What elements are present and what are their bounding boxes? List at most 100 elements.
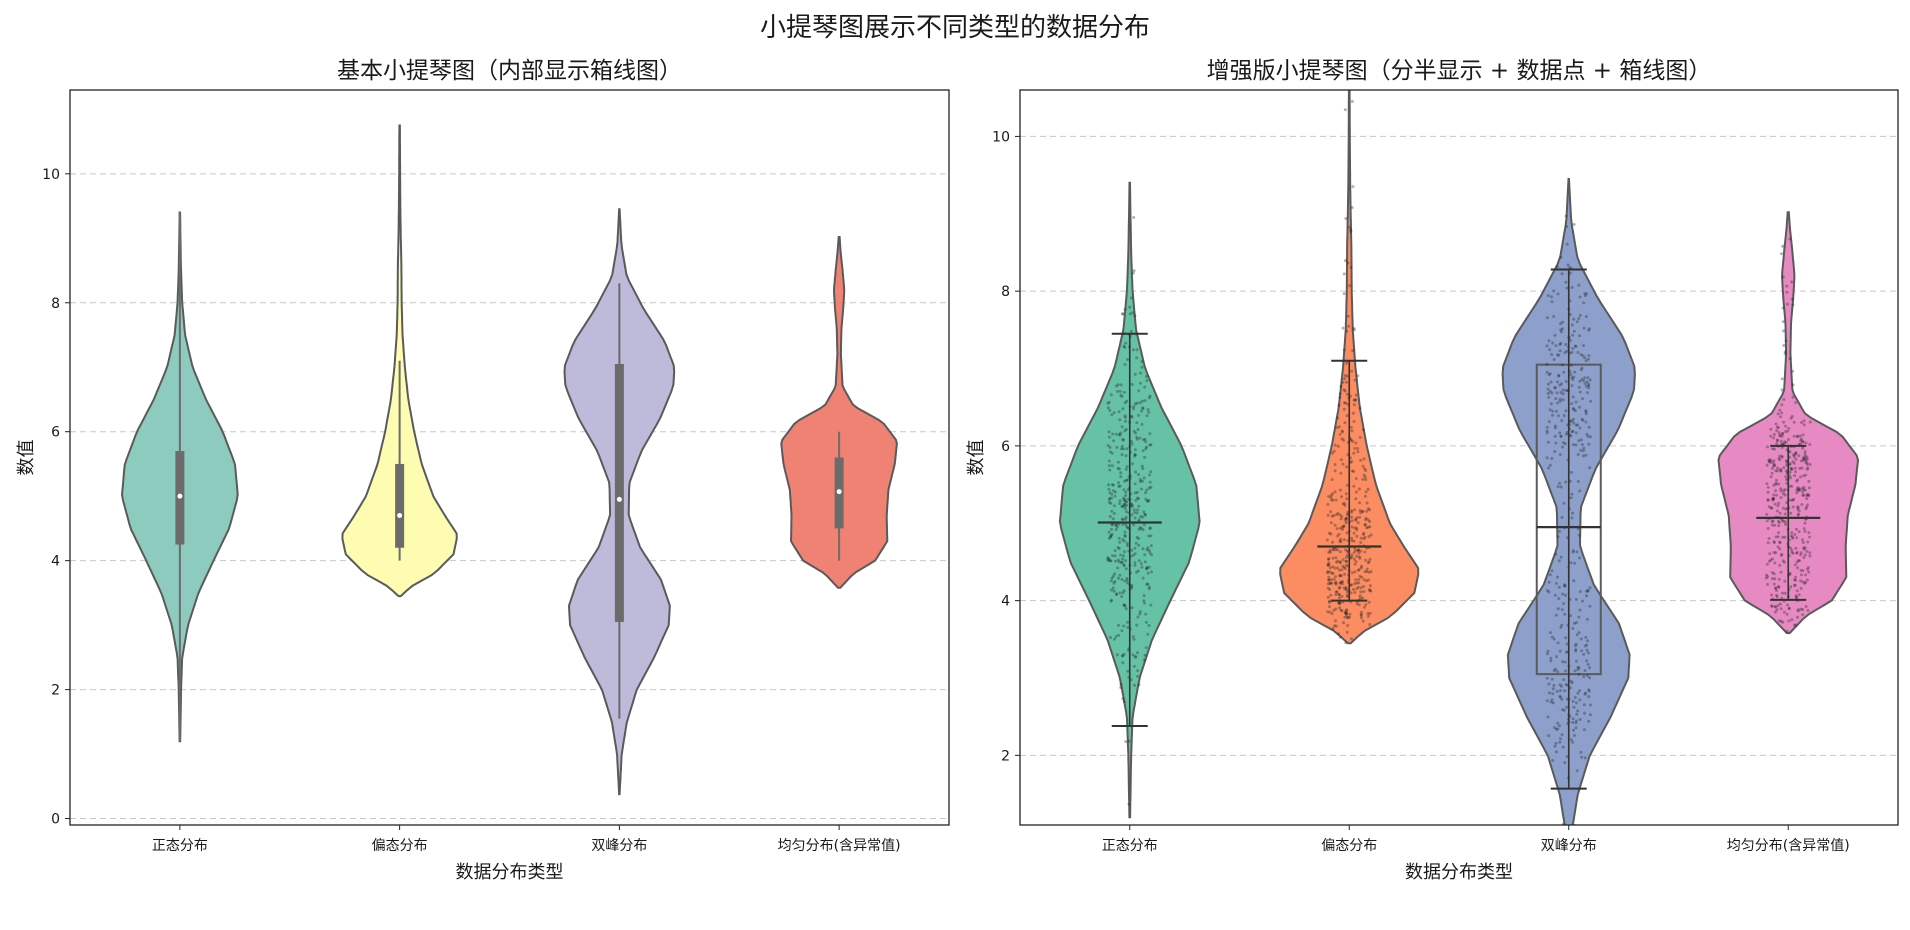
data-point xyxy=(1585,589,1588,593)
data-point xyxy=(1575,621,1578,624)
data-point xyxy=(1586,357,1590,361)
data-point xyxy=(1149,534,1153,538)
data-point xyxy=(1338,602,1342,605)
data-point xyxy=(1340,609,1344,613)
data-point xyxy=(1777,501,1781,505)
data-point xyxy=(1345,588,1349,592)
data-point xyxy=(1134,402,1137,406)
data-point xyxy=(1131,553,1135,557)
data-point xyxy=(1783,512,1787,516)
data-point xyxy=(1350,460,1354,463)
data-point xyxy=(1806,567,1809,571)
data-point xyxy=(1796,608,1800,612)
data-point xyxy=(1112,512,1116,515)
x-tick-label: 双峰分布 xyxy=(591,838,647,854)
data-point xyxy=(1343,108,1347,112)
data-point xyxy=(1118,433,1122,437)
data-point xyxy=(1352,451,1356,455)
data-point xyxy=(1553,726,1557,730)
data-point xyxy=(1772,459,1776,463)
data-point xyxy=(1334,582,1338,586)
data-point xyxy=(1124,500,1128,504)
data-point xyxy=(1122,344,1126,348)
data-point xyxy=(1784,440,1788,444)
data-point xyxy=(1123,401,1127,405)
data-point xyxy=(1348,284,1352,288)
data-point xyxy=(1557,373,1561,377)
data-point xyxy=(1778,454,1782,458)
data-point xyxy=(1362,473,1366,477)
data-point xyxy=(1338,561,1342,565)
data-point xyxy=(1353,570,1357,574)
data-point xyxy=(1801,494,1805,497)
data-point xyxy=(1776,535,1780,539)
data-point xyxy=(1144,620,1148,624)
data-point xyxy=(1795,550,1799,554)
data-point xyxy=(1798,434,1802,438)
data-point xyxy=(1773,577,1777,581)
data-point xyxy=(1785,302,1789,306)
data-point xyxy=(1110,527,1113,531)
data-point xyxy=(1576,709,1580,713)
data-point xyxy=(1362,578,1366,582)
data-point xyxy=(1359,536,1363,540)
data-point xyxy=(1124,478,1128,482)
data-point xyxy=(1353,526,1357,530)
data-point xyxy=(1108,450,1112,454)
data-point xyxy=(1804,581,1808,584)
data-point xyxy=(1587,382,1591,386)
data-point xyxy=(1545,456,1549,460)
data-point xyxy=(1133,683,1136,687)
data-point xyxy=(1777,482,1781,486)
data-point xyxy=(1124,494,1128,498)
data-point xyxy=(1546,382,1550,386)
data-point xyxy=(1145,379,1149,382)
data-point xyxy=(1128,312,1132,316)
data-point xyxy=(1576,480,1580,483)
data-point xyxy=(1343,572,1347,576)
data-point xyxy=(1345,593,1349,597)
data-point xyxy=(1368,525,1372,529)
data-point xyxy=(1336,512,1340,515)
data-point xyxy=(1113,490,1117,494)
data-point xyxy=(1571,333,1575,337)
data-point xyxy=(1793,623,1796,627)
data-point xyxy=(1343,389,1347,393)
data-point xyxy=(1338,539,1342,543)
data-point xyxy=(1559,341,1563,345)
data-point xyxy=(1791,383,1795,387)
data-point xyxy=(1776,412,1780,416)
data-point xyxy=(1109,393,1113,397)
data-point xyxy=(1550,391,1554,395)
data-point xyxy=(1357,551,1361,555)
data-point xyxy=(1113,549,1117,553)
data-point xyxy=(1117,623,1120,627)
data-point xyxy=(1330,498,1333,502)
data-point xyxy=(1130,414,1134,418)
data-point xyxy=(1332,577,1336,581)
data-point xyxy=(1364,516,1368,520)
data-point xyxy=(1776,545,1780,549)
data-point xyxy=(1797,487,1801,491)
data-point xyxy=(1784,424,1788,428)
data-point xyxy=(1361,533,1365,536)
data-point xyxy=(1329,495,1333,499)
data-point xyxy=(1548,463,1552,467)
data-point xyxy=(1588,666,1591,670)
data-point xyxy=(1771,497,1775,501)
y-tick-label: 8 xyxy=(1001,284,1010,300)
data-point xyxy=(1110,523,1114,527)
data-point xyxy=(1798,466,1802,470)
data-point xyxy=(1122,496,1125,500)
data-point xyxy=(1557,597,1561,601)
data-point xyxy=(1573,669,1577,673)
data-point xyxy=(1587,719,1591,723)
data-point xyxy=(1563,584,1566,588)
data-point xyxy=(1144,491,1148,495)
data-point xyxy=(1562,370,1566,374)
data-point xyxy=(1114,559,1117,563)
data-point xyxy=(1779,496,1783,500)
data-point xyxy=(1342,586,1346,590)
data-point xyxy=(1328,548,1332,552)
data-point xyxy=(1781,535,1785,539)
